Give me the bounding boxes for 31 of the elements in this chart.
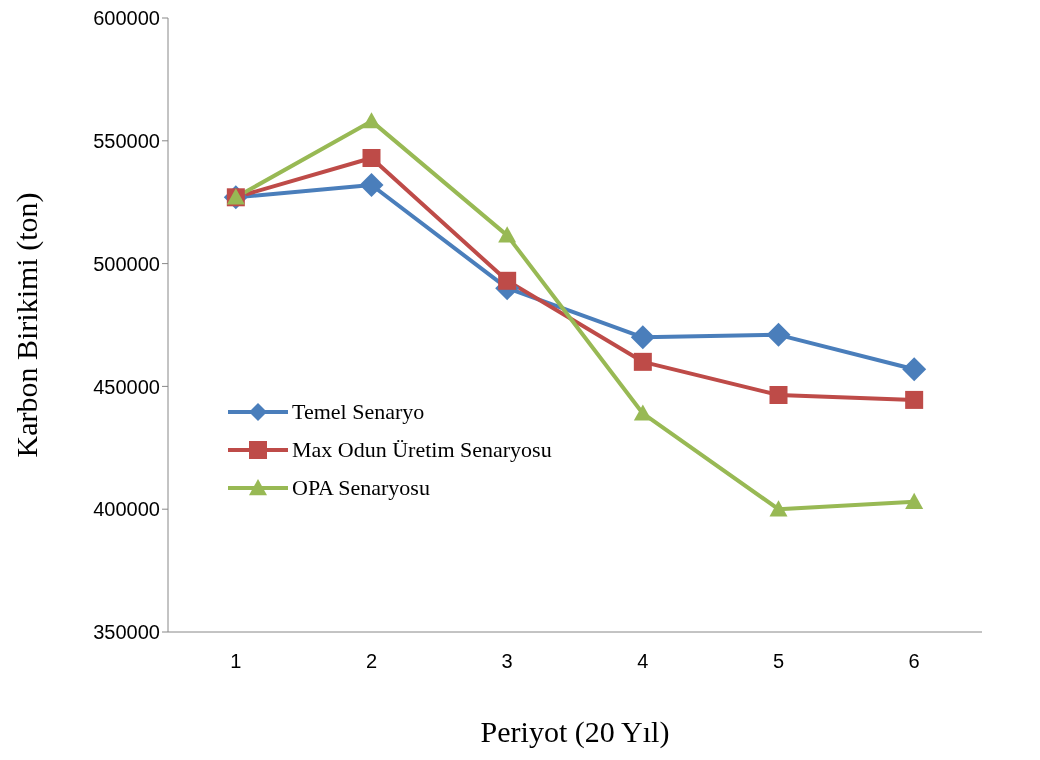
point xyxy=(362,148,381,167)
legend-label: OPA Senaryosu xyxy=(292,475,430,501)
x-tick-label: 5 xyxy=(772,650,785,673)
point xyxy=(769,500,788,517)
point xyxy=(498,226,517,243)
point xyxy=(769,386,788,404)
y-tick-label: 400000 xyxy=(93,498,160,521)
y-tick-label: 500000 xyxy=(93,252,160,275)
point xyxy=(905,390,924,409)
point xyxy=(766,322,791,347)
x-tick-label: 4 xyxy=(637,650,649,673)
y-tick-label: 350000 xyxy=(93,621,160,644)
point xyxy=(362,112,381,129)
x-axis-title: Periyot (20 Yıl) xyxy=(480,715,670,749)
point xyxy=(633,352,652,371)
legend-label: Max Odun Üretim Senaryosu xyxy=(292,437,552,463)
y-tick-label: 450000 xyxy=(93,375,160,398)
y-tick-label: 550000 xyxy=(93,129,160,152)
x-tick-label: 2 xyxy=(365,650,378,673)
point xyxy=(902,357,927,382)
point xyxy=(633,404,652,421)
point xyxy=(630,325,655,350)
x-tick-label: 6 xyxy=(908,650,920,673)
point xyxy=(359,173,384,198)
y-tick-label: 600000 xyxy=(93,7,160,30)
legend-label: Temel Senaryo xyxy=(292,399,425,425)
x-tick-label: 3 xyxy=(501,650,513,673)
y-axis-title: Karbon Birikimi (ton) xyxy=(9,192,44,458)
point xyxy=(498,271,517,290)
point xyxy=(905,492,924,510)
x-tick-label: 1 xyxy=(230,650,242,673)
